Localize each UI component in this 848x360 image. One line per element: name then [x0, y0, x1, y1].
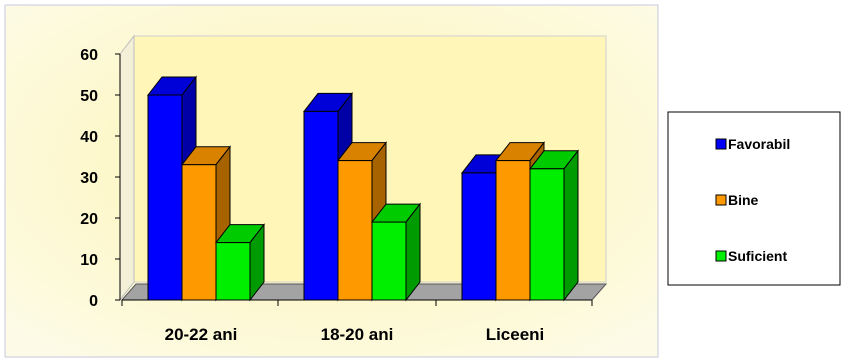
y-tick-label: 60: [80, 47, 98, 64]
legend-box: [667, 111, 841, 286]
bar: [529, 168, 565, 301]
bar: [215, 242, 251, 301]
bar: [147, 94, 183, 301]
y-tick-label: 20: [80, 211, 98, 228]
y-tick-label: 40: [80, 129, 98, 146]
legend-swatch: [715, 250, 727, 262]
bar: [461, 172, 497, 301]
bar: [495, 160, 531, 301]
legend-label: Favorabil: [728, 136, 790, 152]
y-tick-label: 10: [80, 252, 98, 269]
bar-side: [563, 149, 579, 302]
x-category-label: 18-20 ani: [321, 325, 394, 344]
bar: [371, 221, 407, 301]
y-tick-label: 50: [80, 88, 98, 105]
y-tick-label: 30: [80, 170, 98, 187]
bar: [303, 110, 339, 301]
x-category-label: 20-22 ani: [165, 325, 238, 344]
bar: [337, 160, 373, 301]
legend-label: Bine: [728, 192, 759, 208]
y-tick-label: 0: [89, 293, 98, 310]
legend-swatch: [715, 194, 727, 206]
x-category-label: Liceeni: [486, 325, 545, 344]
legend-swatch: [715, 138, 727, 150]
legend-label: Suficient: [728, 248, 787, 264]
bar: [181, 164, 217, 301]
side-wall: [119, 34, 135, 302]
